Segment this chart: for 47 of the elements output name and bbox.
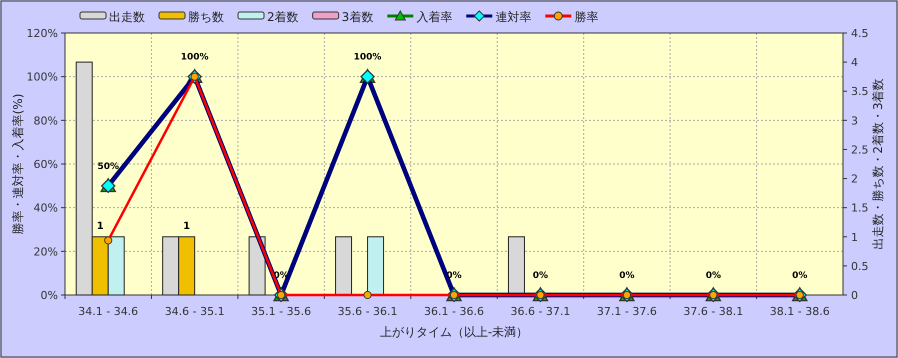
y2-tick-label: 4 [851, 56, 858, 70]
legend-label: 入着率 [416, 10, 452, 24]
y2-tick-label: 0 [851, 289, 858, 302]
point [364, 290, 372, 300]
x-tick-label: 35.6 - 36.1 [338, 305, 398, 318]
y-tick-label: 100% [26, 70, 58, 84]
y2-tick-label: 3 [851, 114, 858, 128]
y2-tick-label: 2.5 [851, 143, 868, 156]
legend-label: 2着数 [267, 10, 299, 24]
point [104, 236, 112, 244]
y-tick-label: 120% [26, 27, 58, 40]
y2-tick-label: 1 [851, 230, 858, 244]
x-tick-label: 37.1 - 37.6 [596, 305, 657, 318]
data-label: 0% [706, 271, 721, 281]
x-tick-label: 36.1 - 36.6 [424, 305, 484, 318]
data-label: 100% [354, 52, 382, 63]
data-label: 0% [619, 271, 635, 281]
y2-tick-label: 4.5 [851, 27, 868, 40]
legend-label: 連対率 [495, 10, 532, 24]
data-label: 50% [97, 162, 119, 172]
x-tick-label: 35.1 - 35.6 [251, 305, 312, 318]
legend-label: 勝率 [574, 10, 598, 24]
data-label: 1 [96, 220, 104, 232]
y-tick-label: 80% [34, 114, 58, 128]
x-tick-label: 34.1 - 34.6 [78, 305, 138, 318]
y2-tick-label: 3.5 [851, 85, 868, 98]
y-tick-label: 40% [34, 202, 58, 215]
x-tick-label: 37.6 - 38.1 [683, 305, 744, 318]
x-axis-title: 上がりタイム（以上-未満） [380, 325, 528, 339]
legend-label: 3着数 [342, 10, 374, 24]
y-tick-label: 20% [34, 245, 58, 258]
data-label: 100% [180, 52, 209, 63]
x-tick-label: 38.1 - 38.6 [770, 305, 830, 318]
data-label: 1 [183, 220, 190, 232]
x-tick-label: 36.6 - 37.1 [510, 305, 570, 318]
y-tick-label: 0% [40, 289, 58, 302]
data-label: 0% [792, 271, 808, 281]
legend-label: 勝ち数 [188, 10, 224, 24]
y-tick-label: 60% [34, 158, 58, 171]
data-label: 0% [532, 271, 548, 281]
y2-tick-label: 1.5 [851, 202, 868, 215]
y2-tick-label: 0.5 [851, 260, 868, 273]
x-tick-label: 34.6 - 35.1 [164, 305, 225, 318]
y-axis-title: 勝率・連対率・入着率(%) [11, 94, 25, 234]
y2-axis-title: 出走数・勝ち数・2着数・3着数 [871, 78, 885, 250]
y2-tick-label: 2 [851, 172, 858, 186]
legend-label: 出走数 [109, 10, 145, 24]
